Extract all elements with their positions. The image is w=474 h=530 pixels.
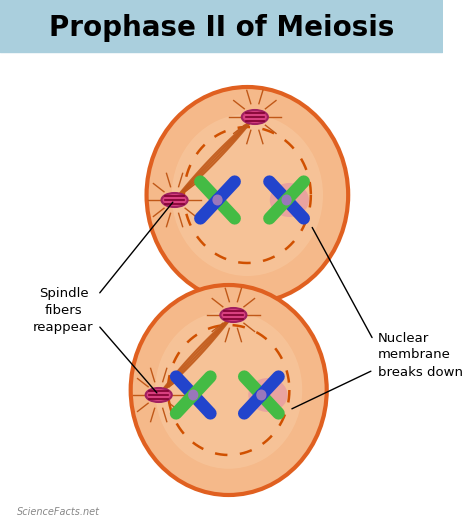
Text: Prophase II of Meiosis: Prophase II of Meiosis: [48, 14, 394, 42]
Ellipse shape: [162, 193, 188, 207]
Circle shape: [188, 390, 198, 401]
Circle shape: [131, 285, 327, 495]
Circle shape: [155, 311, 302, 469]
Circle shape: [282, 195, 292, 206]
Ellipse shape: [242, 110, 268, 124]
Ellipse shape: [248, 378, 288, 412]
Circle shape: [172, 114, 323, 276]
Ellipse shape: [146, 388, 172, 402]
Text: Nuclear
membrane
breaks down: Nuclear membrane breaks down: [378, 331, 463, 378]
Text: ScienceFacts.net: ScienceFacts.net: [17, 507, 100, 517]
Ellipse shape: [270, 183, 309, 217]
Text: Spindle
fibers
reappear: Spindle fibers reappear: [33, 287, 94, 333]
Ellipse shape: [220, 308, 246, 322]
Circle shape: [212, 195, 223, 206]
Circle shape: [146, 87, 348, 303]
Circle shape: [256, 390, 266, 401]
